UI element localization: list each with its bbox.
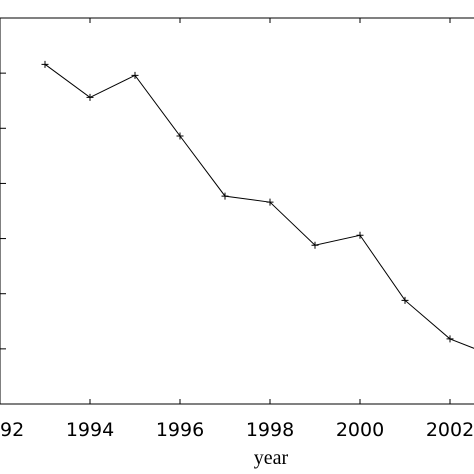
line — [44, 63, 474, 349]
marker — [131, 71, 139, 79]
x-tick-label: 1992 — [0, 419, 24, 441]
x-tick-label: 2002 — [426, 419, 474, 441]
marker — [86, 93, 94, 101]
x-tick-label: 1996 — [156, 419, 204, 441]
marker — [401, 296, 409, 304]
marker — [446, 335, 454, 343]
x-tick-label: 2000 — [336, 419, 384, 441]
marker — [176, 132, 184, 140]
plot-frame — [0, 17, 474, 405]
marker — [266, 198, 274, 206]
x-axis-label: year — [254, 447, 289, 469]
marker — [311, 241, 319, 249]
x-tick-label: 1998 — [246, 419, 294, 441]
marker — [41, 60, 49, 68]
marker — [356, 231, 364, 239]
marker — [221, 192, 229, 200]
x-tick-label: 1994 — [66, 419, 114, 441]
